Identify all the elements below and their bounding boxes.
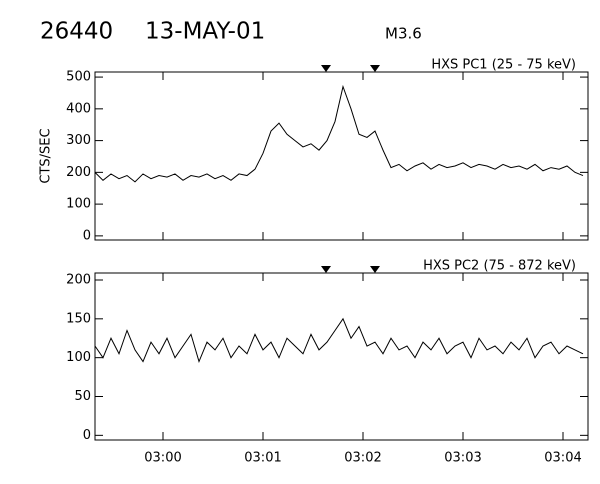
y-tick-label: 50 bbox=[74, 389, 91, 404]
interval-marker bbox=[321, 65, 331, 72]
y-tick-label: 200 bbox=[66, 165, 91, 180]
data-line bbox=[94, 317, 584, 364]
header-date: 13-MAY-01 bbox=[145, 19, 265, 45]
x-tick-label: 03:02 bbox=[344, 451, 381, 466]
y-tick-label: 150 bbox=[66, 311, 91, 326]
y-tick-label: 100 bbox=[66, 197, 91, 212]
y-tick-label: 400 bbox=[66, 101, 91, 116]
interval-marker bbox=[321, 266, 331, 273]
interval-marker bbox=[370, 266, 380, 273]
y-tick-label: 0 bbox=[83, 428, 91, 443]
header-class: M3.6 bbox=[385, 25, 422, 43]
panel-title: HXS PC1 (25 - 75 keV) bbox=[431, 58, 576, 73]
x-tick-label: 03:00 bbox=[144, 451, 181, 466]
y-tick-label: 200 bbox=[66, 272, 91, 287]
plot-frame bbox=[94, 71, 589, 241]
y-tick-label: 500 bbox=[66, 70, 91, 85]
y-axis-label: CTS/SEC bbox=[39, 128, 54, 183]
interval-marker bbox=[370, 65, 380, 72]
plot-frame bbox=[94, 272, 589, 441]
panel-title: HXS PC2 (75 - 872 keV) bbox=[423, 259, 576, 274]
x-tick-label: 03:03 bbox=[444, 451, 481, 466]
x-tick-label: 03:01 bbox=[244, 451, 281, 466]
data-line bbox=[94, 84, 584, 183]
y-tick-label: 0 bbox=[83, 228, 91, 243]
header-id: 26440 bbox=[40, 19, 113, 45]
y-tick-label: 300 bbox=[66, 133, 91, 148]
x-tick-label: 03:04 bbox=[544, 451, 581, 466]
y-tick-label: 100 bbox=[66, 350, 91, 365]
